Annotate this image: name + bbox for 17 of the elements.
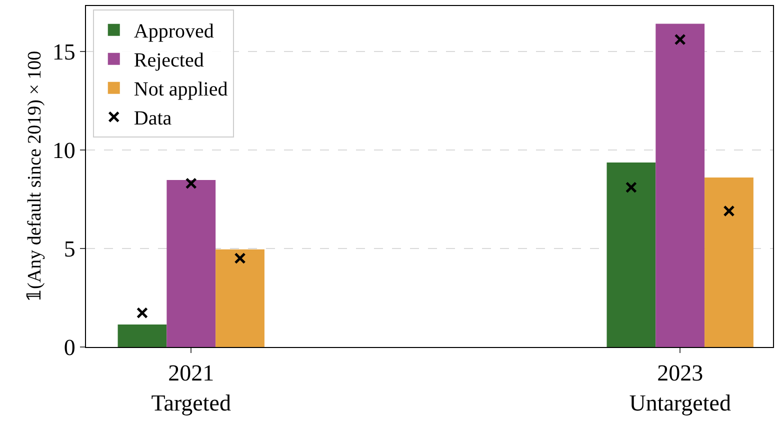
y-axis-title: 𝟙(Any default since 2019) × 100 bbox=[24, 50, 46, 302]
bar bbox=[118, 324, 167, 347]
bar bbox=[656, 24, 705, 347]
x-tick-label: 2023 Untargeted bbox=[629, 360, 732, 416]
legend-label: Approved bbox=[134, 20, 214, 43]
y-tick-label: 10 bbox=[52, 138, 76, 163]
legend-label: Not applied bbox=[134, 78, 228, 101]
legend-label: Rejected bbox=[134, 50, 204, 72]
bar bbox=[704, 177, 754, 347]
bar bbox=[606, 162, 656, 347]
bar bbox=[216, 249, 264, 347]
y-tick-label: 0 bbox=[64, 335, 76, 360]
x-tick-label: 2021 Targeted bbox=[151, 360, 232, 416]
bar bbox=[166, 180, 216, 347]
y-tick-label: 5 bbox=[64, 236, 76, 262]
y-tick-label: 15 bbox=[52, 39, 76, 64]
legend-label: Data bbox=[134, 108, 172, 130]
